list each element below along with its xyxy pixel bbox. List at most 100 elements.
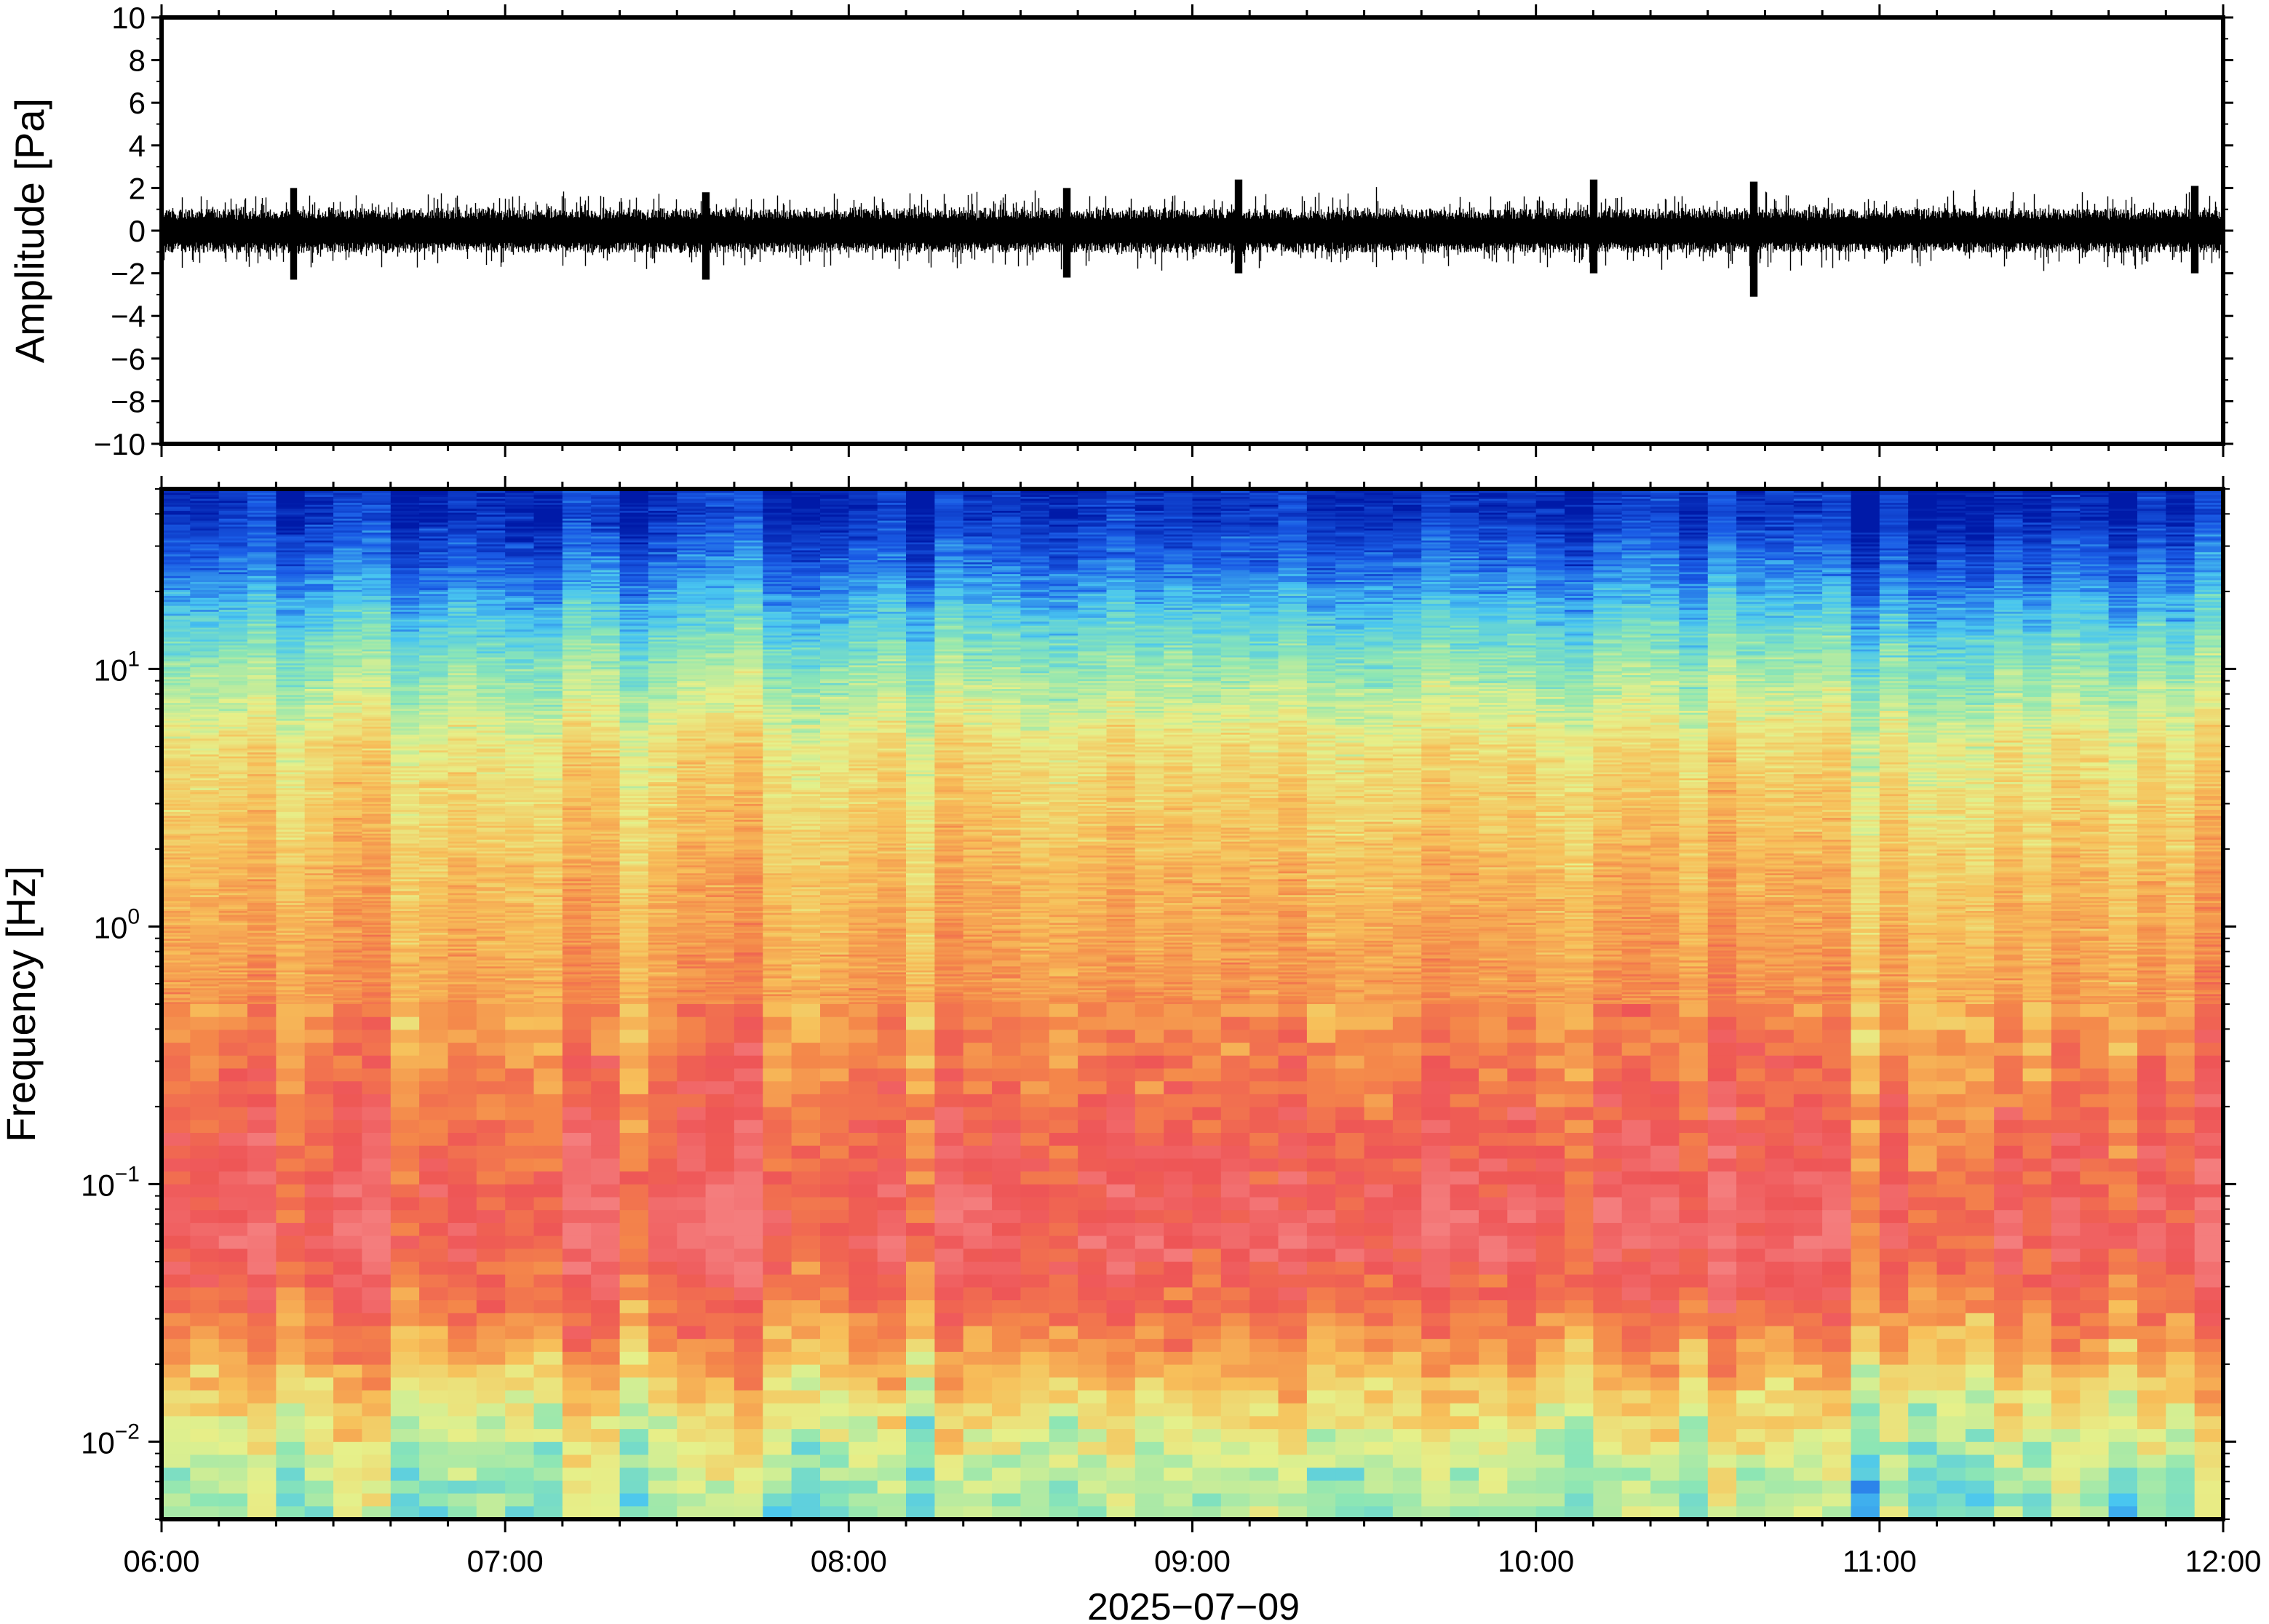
- spectrogram-cell: [162, 588, 191, 591]
- spectrogram-cell: [276, 797, 306, 801]
- spectrogram-cell: [162, 576, 191, 579]
- spectrogram-cell: [362, 1235, 392, 1250]
- spectrogram-cell: [247, 936, 277, 939]
- spectrogram-cell: [333, 1030, 363, 1043]
- spectrogram-cell: [304, 739, 334, 741]
- spectrogram-cell: [276, 637, 306, 640]
- spectrogram-cell: [162, 1184, 191, 1198]
- spectrogram-cell: [218, 596, 248, 599]
- spectrogram-cell: [218, 690, 248, 694]
- spectrogram-cell: [247, 904, 277, 908]
- spectrogram-cell: [304, 603, 334, 607]
- spectrogram-cell: [304, 706, 334, 709]
- spectrogram-cell: [218, 867, 248, 870]
- spectrogram-cell: [276, 956, 306, 960]
- spectrogram-cell: [247, 506, 277, 509]
- spectrogram-cell: [247, 512, 277, 516]
- spectrogram-cell: [162, 994, 191, 997]
- spectrogram-cell: [218, 859, 248, 862]
- spectrogram-cell: [276, 712, 306, 716]
- spectrogram-cell: [218, 982, 248, 985]
- spectrogram-cell: [162, 776, 191, 779]
- spectrogram-cell: [218, 1313, 248, 1327]
- spectrogram-cell: [162, 578, 191, 581]
- spectrogram-cell: [276, 1107, 306, 1121]
- spectrogram-cell: [218, 827, 248, 831]
- spectrogram-cell: [190, 762, 220, 765]
- spectrogram-cell: [218, 821, 248, 824]
- spectrogram-cell: [190, 679, 220, 682]
- spectrogram-cell: [505, 1222, 535, 1237]
- spectrogram-cell: [218, 681, 248, 684]
- spectrogram-cell: [591, 1313, 621, 1327]
- spectrogram-cell: [562, 1043, 592, 1056]
- spectrogram-cell: [190, 655, 220, 658]
- spectrogram-cell: [190, 895, 220, 898]
- spectrogram-cell: [533, 1364, 563, 1379]
- spectrogram-cell: [190, 940, 220, 944]
- spectrogram-cell: [162, 804, 191, 807]
- spectrogram-cell: [304, 568, 334, 571]
- spectrogram-cell: [390, 1403, 420, 1417]
- spectrogram-cell: [276, 770, 306, 773]
- spectrogram-cell: [247, 711, 277, 714]
- spectrogram-cell: [276, 665, 306, 668]
- spectrogram-cell: [333, 1377, 363, 1391]
- spectrogram-cell: [476, 1351, 506, 1366]
- spectrogram-cell: [190, 907, 220, 910]
- spectrogram-cell: [247, 948, 277, 952]
- spectrogram-cell: [247, 917, 277, 920]
- spectrogram-cell: [304, 621, 334, 624]
- spectrogram-cell: [190, 849, 220, 853]
- spectrogram-cell: [591, 1171, 621, 1185]
- spectrogram-cell: [276, 661, 306, 664]
- spectrogram-cell: [276, 647, 306, 650]
- spectrogram-cell: [333, 1222, 363, 1237]
- spectrogram-cell: [218, 1441, 248, 1456]
- spectrogram-cell: [247, 774, 277, 777]
- spectrogram-cell: [247, 1429, 277, 1443]
- spectrogram-cell: [533, 1326, 563, 1340]
- spectrogram-cell: [190, 939, 220, 942]
- spectrogram-cell: [419, 1210, 449, 1224]
- spectrogram-cell: [533, 1235, 563, 1250]
- spectrogram-cell: [476, 1468, 506, 1481]
- spectrogram-cell: [247, 750, 277, 753]
- spectrogram-cell: [162, 610, 191, 613]
- spectrogram-cell: [505, 1364, 535, 1379]
- spectrogram-cell: [218, 1145, 248, 1160]
- spectrogram-cell: [190, 887, 220, 890]
- spectrogram-cell: [218, 974, 248, 977]
- spectrogram-cell: [218, 1030, 248, 1043]
- spectrogram-cell: [218, 897, 248, 900]
- spectrogram-cell: [218, 562, 248, 565]
- spectrogram-cell: [419, 1249, 449, 1262]
- spectrogram-cell: [276, 1468, 306, 1481]
- spectrogram-cell: [247, 994, 277, 997]
- spectrogram-cell: [218, 687, 248, 690]
- spectrogram-cell: [162, 934, 191, 938]
- spectrogram-cell: [419, 1364, 449, 1379]
- spectrogram-cell: [247, 732, 277, 736]
- spectrogram-cell: [562, 1145, 592, 1160]
- spectrogram-cell: [218, 956, 248, 960]
- spectrogram-cell: [276, 517, 306, 520]
- spectrogram-cell: [247, 685, 277, 688]
- spectrogram-cell: [247, 643, 277, 646]
- spectrogram-cell: [304, 572, 334, 575]
- spectrogram-cell: [162, 1055, 191, 1070]
- spectrogram-cell: [190, 758, 220, 761]
- spectrogram-cell: [218, 619, 248, 623]
- spectrogram-cell: [162, 621, 191, 624]
- spectrogram-cell: [162, 827, 191, 831]
- spectrogram-cell: [276, 944, 306, 947]
- spectrogram-cell: [304, 490, 334, 494]
- spectrogram-cell: [448, 1287, 477, 1301]
- spectrogram-cell: [276, 778, 306, 781]
- spectrogram-cell: [190, 829, 220, 832]
- spectrogram-cell: [218, 835, 248, 838]
- spectrogram-cell: [218, 816, 248, 819]
- spectrogram-cell: [304, 511, 334, 514]
- spectrogram-cell: [190, 732, 220, 736]
- spectrogram-cell: [276, 1030, 306, 1043]
